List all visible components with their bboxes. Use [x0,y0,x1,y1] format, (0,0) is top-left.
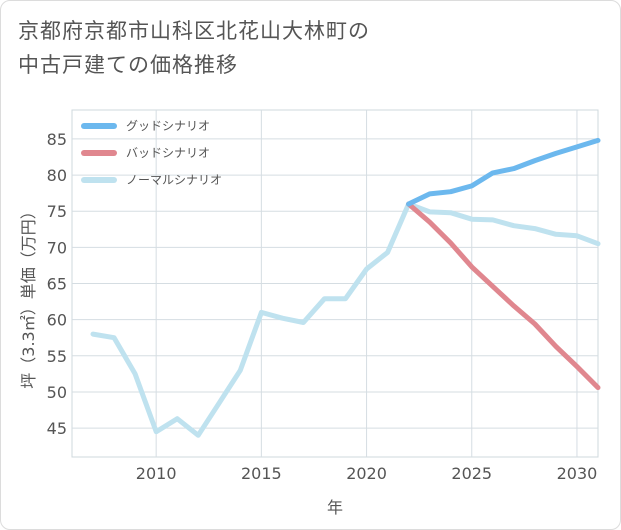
legend-label-0: グッドシナリオ [126,119,210,133]
y-tick-label: 75 [47,202,67,221]
x-tick-label: 2030 [557,464,598,483]
x-tick-label: 2020 [346,464,387,483]
y-tick-labels: 45 50 55 60 65 70 75 80 85 [47,130,67,438]
y-axis-title: 坪（3.3㎡）単価（万円） [19,203,38,388]
chart-title: 京都府京都市山科区北花山大林町の 中古戸建ての価格推移 [18,14,370,82]
chart-title-line-2: 中古戸建ての価格推移 [18,53,238,77]
y-tick-label: 80 [47,166,67,185]
y-tick-label: 65 [47,275,67,294]
x-tick-label: 2015 [241,464,282,483]
y-tick-label: 55 [47,347,67,366]
grid-lines [72,110,598,457]
x-axis-title: 年 [327,498,343,517]
y-tick-label: 60 [47,311,67,330]
chart-title-line-1: 京都府京都市山科区北花山大林町の [18,19,370,43]
series-line-2 [90,201,601,438]
legend-label-2: ノーマルシナリオ [126,173,222,187]
series-line-0 [406,137,601,207]
y-tick-label: 50 [47,383,67,402]
y-tick-label: 70 [47,238,67,257]
series-lines [90,137,601,438]
legend-label-1: バッドシナリオ [126,146,210,160]
y-tick-label: 85 [47,130,67,149]
x-tick-label: 2025 [451,464,492,483]
y-tick-label: 45 [47,419,67,438]
x-tick-labels: 2010 2015 2020 2025 2030 [136,464,598,483]
x-tick-label: 2010 [136,464,177,483]
series-line-1 [406,201,601,391]
